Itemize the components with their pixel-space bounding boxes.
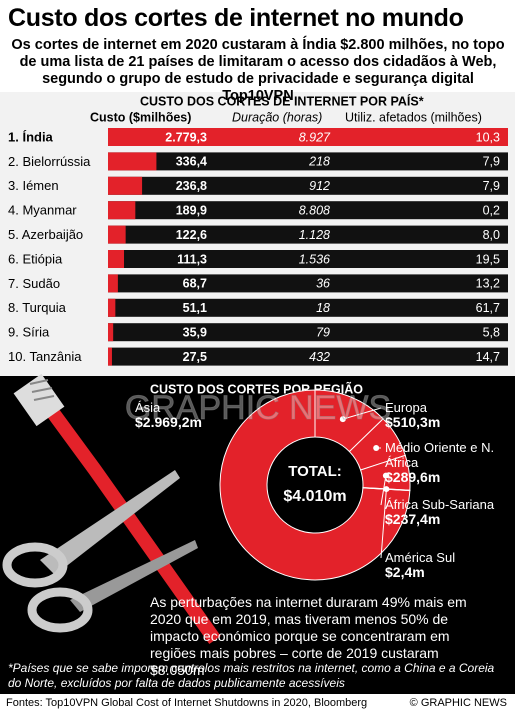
bar <box>108 347 112 366</box>
cost-label: 27,5 <box>183 350 207 364</box>
column-header: Duração (horas) <box>232 110 322 124</box>
users-label: 7,9 <box>483 155 500 169</box>
bar-track <box>108 298 508 317</box>
bar-track <box>108 250 508 268</box>
users-label: 13,2 <box>476 277 500 291</box>
cost-label: 51,1 <box>183 301 207 315</box>
bar <box>108 323 114 342</box>
cost-label: 2.779,3 <box>165 130 207 144</box>
cable <box>13 373 221 645</box>
cost-label: 122,6 <box>176 228 207 242</box>
duration-label: 432 <box>309 350 330 364</box>
cost-label: 68,7 <box>183 277 207 291</box>
source: Fontes: Top10VPN Global Cost of Internet… <box>6 697 368 709</box>
table-title: CUSTO DOS CORTES DE INTERNET POR PAÍS* <box>140 93 424 108</box>
cost-label: 111,3 <box>177 252 207 266</box>
cost-label: 35,9 <box>183 325 207 339</box>
bar <box>108 128 508 146</box>
bar <box>108 152 157 171</box>
cost-label: 236,8 <box>176 179 207 193</box>
duration-label: 1.128 <box>299 228 330 242</box>
region-value: $510,3m <box>385 414 441 430</box>
bar-track <box>108 347 508 366</box>
watermark: GRAPHIC NEWS <box>125 389 391 427</box>
row-label: 7. Sudão <box>8 276 60 291</box>
bar <box>108 176 143 195</box>
pie-center-value: $4.010m <box>283 488 346 505</box>
note: As perturbações na internet duraram 49% … <box>150 594 467 678</box>
duration-label: 8.927 <box>299 130 331 144</box>
subtitle: Os cortes de internet em 2020 custaram à… <box>11 37 505 104</box>
users-label: 7,9 <box>483 179 500 193</box>
region-label: Ásia $2.969,2m <box>135 400 255 430</box>
bar <box>108 274 118 293</box>
bar-track <box>108 176 508 195</box>
users-label: 8,0 <box>483 228 500 242</box>
users-label: 10,3 <box>476 130 500 144</box>
region-label: África Sub-Sariana $237,4m <box>385 497 505 527</box>
pie-slice <box>219 389 411 581</box>
region-label: Europa $510,3m <box>385 400 505 430</box>
region-value: $2,4m <box>385 564 425 580</box>
credit: © GRAPHIC NEWS <box>409 697 507 709</box>
users-label: 0,2 <box>483 203 500 217</box>
cost-label: 336,4 <box>176 155 207 169</box>
bar-track <box>108 201 508 220</box>
row-label: 2. Bielorrússia <box>8 154 91 169</box>
cost-label: 189,9 <box>176 203 207 217</box>
region-value: $289,6m <box>385 469 441 485</box>
region-name: América Sul <box>385 550 456 565</box>
region-value: $237,4m <box>385 511 441 527</box>
users-label: 19,5 <box>476 252 500 266</box>
footnote: *Países que se sabe imporem controlos ma… <box>8 661 495 690</box>
title: Custo dos cortes de internet no mundo <box>8 4 464 32</box>
row-label: 10. Tanzânia <box>8 349 82 364</box>
row-label: 5. Azerbaijão <box>8 227 83 242</box>
leader-line <box>380 475 387 506</box>
region-name: Ásia <box>135 400 161 415</box>
region-name: Médio Oriente e N. África <box>385 440 495 470</box>
bar-track <box>108 323 508 342</box>
duration-label: 8.808 <box>299 203 330 217</box>
users-label: 61,7 <box>476 301 500 315</box>
region-label: América Sul $2,4m <box>385 550 505 580</box>
region-value: $2.969,2m <box>135 414 202 430</box>
users-label: 14,7 <box>476 350 500 364</box>
row-label: 6. Etiópia <box>8 251 63 266</box>
duration-label: 18 <box>316 301 330 315</box>
row-label: 8. Turquia <box>8 300 67 315</box>
region-name: África Sub-Sariana <box>385 497 495 512</box>
column-header: Custo ($milhões) <box>90 110 191 124</box>
row-label: 9. Síria <box>8 325 50 340</box>
region-name: Europa <box>385 400 427 415</box>
row-label: 1. Índia <box>8 129 54 144</box>
leader-line <box>342 407 382 420</box>
duration-label: 218 <box>308 155 330 169</box>
users-label: 5,8 <box>483 325 500 339</box>
bar-track <box>108 152 508 171</box>
region-label: Médio Oriente e N. África $289,6m <box>385 440 505 485</box>
row-label: 3. Iémen <box>8 178 59 193</box>
bar <box>108 298 116 317</box>
leader-line <box>380 489 387 559</box>
duration-label: 79 <box>316 325 330 339</box>
bar <box>108 225 126 244</box>
bar-track <box>108 225 508 244</box>
duration-label: 1.536 <box>299 252 330 266</box>
row-label: 4. Myanmar <box>8 203 77 218</box>
bar <box>108 250 125 268</box>
duration-label: 912 <box>309 179 330 193</box>
bar <box>108 201 136 220</box>
bar-track <box>108 274 508 293</box>
column-header: Utiliz. afetados (milhões) <box>345 110 482 124</box>
pie-center-label: TOTAL: <box>288 463 342 480</box>
scissors <box>2 470 198 633</box>
duration-label: 36 <box>316 277 330 291</box>
